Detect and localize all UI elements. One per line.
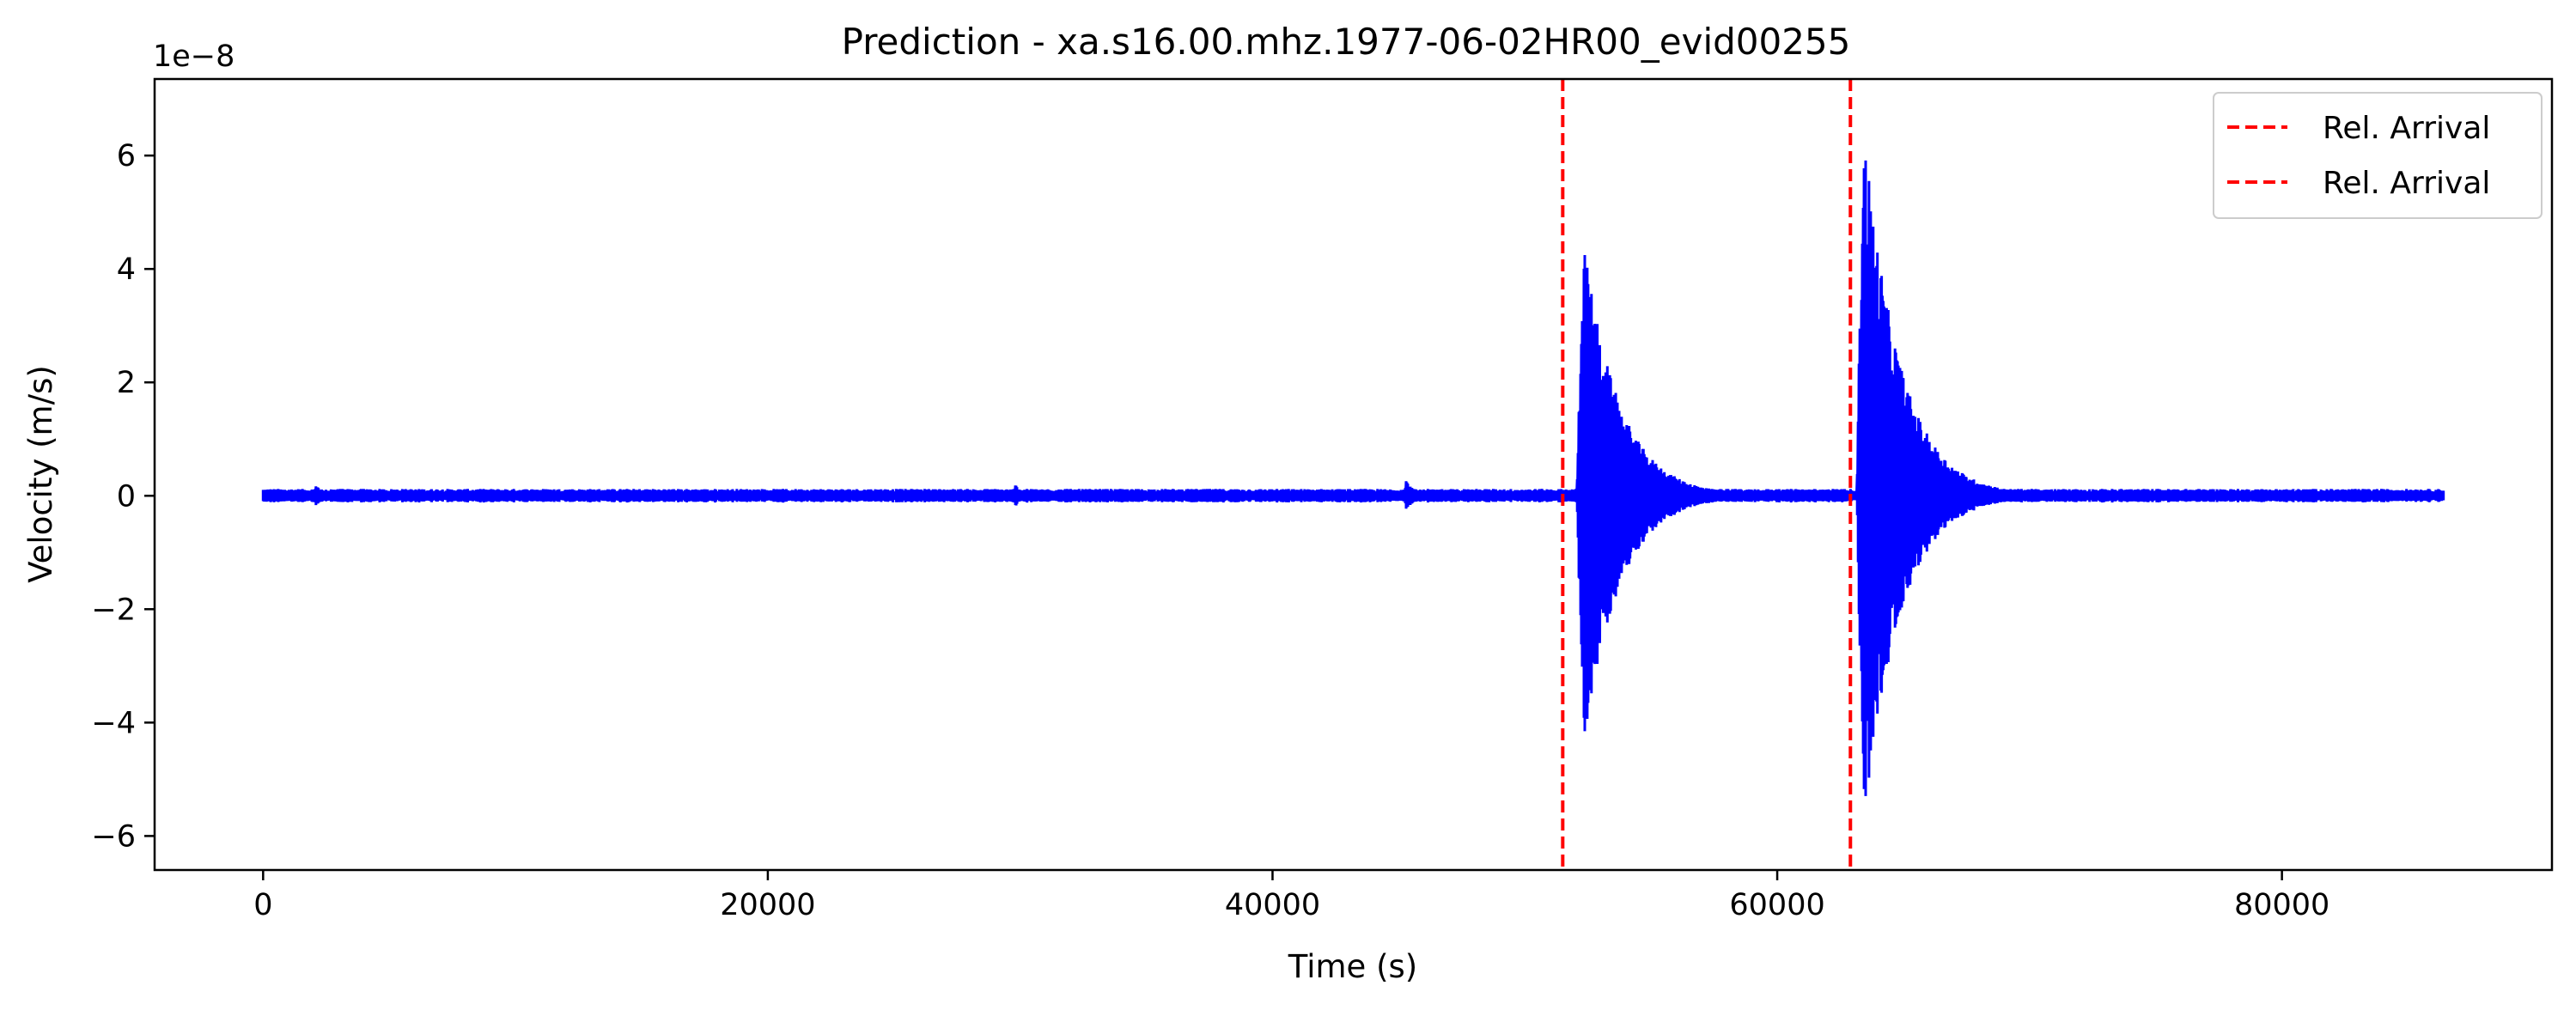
x-axis: 0 20000 40000 60000 80000	[253, 870, 2329, 922]
y-tick-label: 0	[117, 479, 136, 514]
y-tick-label: 2	[117, 366, 136, 400]
x-tick-label: 40000	[1225, 888, 1320, 922]
vline-group	[1561, 79, 1853, 870]
plot-frame	[153, 77, 2554, 872]
plot-area	[261, 79, 2445, 870]
y-offset-text: 1e−8	[153, 40, 234, 74]
legend-box	[2213, 92, 2543, 219]
y-tick-label: −6	[91, 819, 136, 854]
y-tick-label: −4	[91, 706, 136, 740]
chart-title: Prediction - xa.s16.00.mhz.1977-06-02HR0…	[842, 21, 1851, 63]
x-tick-label: 60000	[1729, 888, 1824, 922]
y-tick-label: 4	[117, 252, 136, 287]
y-axis: −6 −4 −2 0 2 4 6	[91, 139, 155, 854]
y-tick-label: −2	[91, 593, 136, 627]
seismic-trace-line	[261, 160, 2445, 796]
y-tick-label: 6	[117, 139, 136, 173]
trace-group	[261, 160, 2445, 796]
x-axis-label: Time (s)	[1288, 948, 1417, 985]
legend: Rel. Arrival Rel. Arrival	[2213, 92, 2543, 219]
x-tick-label: 80000	[2234, 888, 2329, 922]
x-tick-label: 0	[253, 888, 272, 922]
legend-label-2: Rel. Arrival	[2323, 166, 2490, 201]
y-axis-label: Velocity (m/s)	[22, 365, 59, 583]
legend-label-1: Rel. Arrival	[2323, 111, 2490, 146]
x-tick-label: 20000	[720, 888, 815, 922]
